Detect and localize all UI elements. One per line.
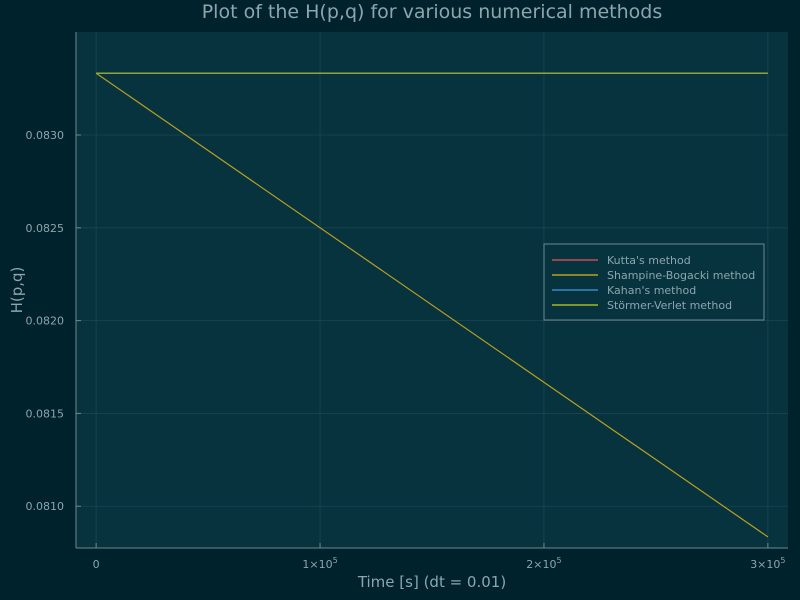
series-line-1 bbox=[95, 72, 769, 538]
legend-label: Störmer-Verlet method bbox=[607, 299, 732, 312]
y-axis-label: H(p,q) bbox=[8, 267, 26, 314]
x-tick-exponent: 5 bbox=[780, 556, 785, 565]
x-tick-exponent: 5 bbox=[333, 556, 338, 565]
x-tick-label: 0 bbox=[93, 558, 100, 571]
y-tick-label: 0.0820 bbox=[26, 315, 65, 328]
tick-labels: 0 1×105 2×105 3×105 0.0810 0.0815 0.0820 0.0825… bbox=[26, 129, 786, 571]
y-tick-label: 0.0810 bbox=[26, 500, 65, 513]
legend: Kutta's method Shampine-Bogacki method Kah… bbox=[543, 243, 765, 321]
y-tick-label: 0.0830 bbox=[26, 129, 65, 142]
x-tick-exponent: 5 bbox=[557, 556, 562, 565]
series-lines bbox=[95, 72, 769, 538]
axes bbox=[75, 32, 788, 549]
chart-title: Plot of the H(p,q) for various numerical… bbox=[202, 1, 663, 23]
legend-label: Kahan's method bbox=[607, 284, 696, 297]
y-tick-label: 0.0815 bbox=[26, 407, 65, 420]
legend-box bbox=[543, 243, 765, 321]
x-tick-label: 1×105 bbox=[302, 556, 337, 571]
x-axis-label: Time [s] (dt = 0.01) bbox=[357, 573, 506, 591]
grid-lines bbox=[76, 32, 788, 548]
legend-label: Shampine-Bogacki method bbox=[607, 269, 755, 282]
x-tick-label: 2×105 bbox=[526, 556, 561, 571]
legend-label: Kutta's method bbox=[607, 254, 691, 267]
y-tick-label: 0.0825 bbox=[26, 222, 65, 235]
x-tick-label: 3×105 bbox=[750, 556, 785, 571]
